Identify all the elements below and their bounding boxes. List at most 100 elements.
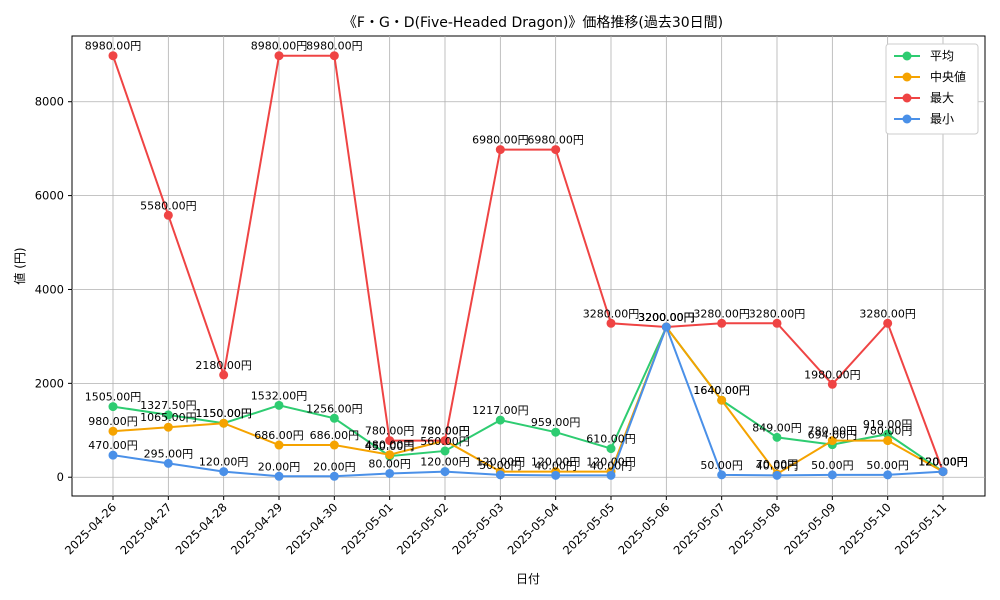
series-2-point bbox=[606, 318, 616, 328]
series-2-point bbox=[772, 318, 782, 328]
data-label: 50.00円 bbox=[700, 459, 743, 472]
data-label: 1640.00円 bbox=[693, 384, 750, 397]
data-label: 120.00円 bbox=[420, 456, 470, 469]
data-label: 1640.00円 bbox=[693, 384, 750, 397]
data-label: 6980.00円 bbox=[527, 134, 584, 147]
data-label: 919.00円 bbox=[863, 418, 913, 431]
series-3-point bbox=[385, 468, 395, 478]
data-label: 20.00円 bbox=[258, 460, 301, 473]
data-label: 470.00円 bbox=[88, 439, 138, 452]
data-label: 959.00円 bbox=[531, 416, 581, 429]
data-label: 3280.00円 bbox=[859, 307, 916, 320]
data-label: 686.00円 bbox=[254, 429, 304, 442]
series-3-point bbox=[883, 470, 893, 480]
data-label: 120.00円 bbox=[199, 456, 249, 469]
series-3-point bbox=[108, 450, 118, 460]
legend-box bbox=[885, 43, 979, 135]
data-label: 1217.00円 bbox=[472, 404, 529, 417]
y-tick-label: 6000 bbox=[35, 189, 64, 203]
x-tick-label: 2025-04-28 bbox=[173, 500, 230, 557]
x-tick-label: 2025-05-03 bbox=[449, 500, 506, 557]
series-3-point bbox=[827, 470, 837, 480]
series-2-point bbox=[329, 51, 339, 61]
series-line-0 bbox=[112, 325, 944, 473]
series-2-point bbox=[883, 318, 893, 328]
x-tick-label: 2025-05-07 bbox=[671, 500, 728, 557]
series-2-point bbox=[440, 436, 450, 446]
data-label: 780.00円 bbox=[420, 425, 470, 438]
series-2-point bbox=[274, 51, 284, 61]
series-0-point bbox=[883, 429, 893, 439]
series-line-2 bbox=[112, 54, 944, 472]
series-1-point bbox=[274, 440, 284, 450]
data-label: 1532.00円 bbox=[251, 389, 308, 402]
x-tick-label: 2025-04-26 bbox=[62, 500, 119, 557]
x-tick-label: 2025-05-06 bbox=[615, 500, 672, 557]
data-label: 120.00円 bbox=[586, 456, 636, 469]
x-tick-label: 2025-05-09 bbox=[781, 500, 838, 557]
data-label: 3200.00円 bbox=[638, 311, 695, 324]
data-label: 780.00円 bbox=[863, 425, 913, 438]
data-label: 50.00円 bbox=[866, 459, 909, 472]
data-label: 1150.00円 bbox=[195, 407, 252, 420]
data-label: 120.00円 bbox=[918, 456, 968, 469]
series-1-point bbox=[163, 422, 173, 432]
series-0-point bbox=[163, 410, 173, 420]
legend-swatch-marker bbox=[902, 93, 912, 103]
data-label: 1150.00円 bbox=[195, 407, 252, 420]
data-label: 120.00円 bbox=[918, 456, 968, 469]
data-label: 8980.00円 bbox=[251, 40, 308, 53]
data-label: 1505.00円 bbox=[85, 391, 142, 404]
data-label: 1065.00円 bbox=[140, 411, 197, 424]
series-2-point bbox=[827, 379, 837, 389]
series-3-point bbox=[772, 470, 782, 480]
series-0-point bbox=[551, 427, 561, 437]
series-1-point bbox=[385, 450, 395, 460]
series-3-point bbox=[219, 467, 229, 477]
series-1-point bbox=[108, 426, 118, 436]
legend-entry: 最大 bbox=[930, 91, 954, 105]
series-lines bbox=[108, 51, 948, 481]
data-label: 780.00円 bbox=[808, 425, 858, 438]
series-3-point bbox=[163, 458, 173, 468]
series-2-point bbox=[551, 145, 561, 155]
series-3-point bbox=[661, 322, 671, 332]
data-label: 3280.00円 bbox=[583, 307, 640, 320]
data-label: 40.00円 bbox=[590, 459, 633, 472]
data-label: 686.00円 bbox=[310, 429, 360, 442]
data-label: 8980.00円 bbox=[306, 40, 363, 53]
legend-swatch-marker bbox=[902, 51, 912, 61]
axes: 2025-04-262025-04-272025-04-282025-04-29… bbox=[35, 95, 949, 558]
series-3-point bbox=[606, 470, 616, 480]
data-label: 70.00円 bbox=[756, 458, 799, 471]
series-3-point bbox=[329, 471, 339, 481]
x-tick-label: 2025-05-04 bbox=[505, 500, 562, 557]
data-label: 20.00円 bbox=[313, 460, 356, 473]
series-2-point bbox=[108, 51, 118, 61]
data-label: 50.00円 bbox=[479, 459, 522, 472]
series-2-point bbox=[385, 436, 395, 446]
y-tick-label: 2000 bbox=[35, 376, 64, 390]
data-label: 120.00円 bbox=[918, 456, 968, 469]
data-label: 1256.00円 bbox=[306, 402, 363, 415]
data-label: 120.00円 bbox=[476, 456, 526, 469]
y-axis-label: 値 (円) bbox=[12, 247, 27, 284]
data-label: 120.00円 bbox=[531, 456, 581, 469]
series-1-point bbox=[883, 436, 893, 446]
series-0-point bbox=[772, 432, 782, 442]
data-label: 780.00円 bbox=[365, 425, 415, 438]
data-label: 980.00円 bbox=[88, 415, 138, 428]
data-label: 5580.00円 bbox=[140, 199, 197, 212]
x-tick-label: 2025-05-02 bbox=[394, 500, 451, 557]
data-label: 3280.00円 bbox=[693, 307, 750, 320]
x-tick-label: 2025-04-29 bbox=[228, 500, 285, 557]
data-label: 80.00円 bbox=[368, 457, 411, 470]
data-label: 1980.00円 bbox=[804, 368, 861, 381]
data-label: 120.00円 bbox=[918, 456, 968, 469]
data-label: 8980.00円 bbox=[85, 40, 142, 53]
chart-title: 《F・G・D(Five-Headed Dragon)》価格推移(過去30日間) bbox=[343, 15, 723, 31]
data-label: 560.00円 bbox=[420, 435, 470, 448]
data-label: 480.00円 bbox=[365, 439, 415, 452]
